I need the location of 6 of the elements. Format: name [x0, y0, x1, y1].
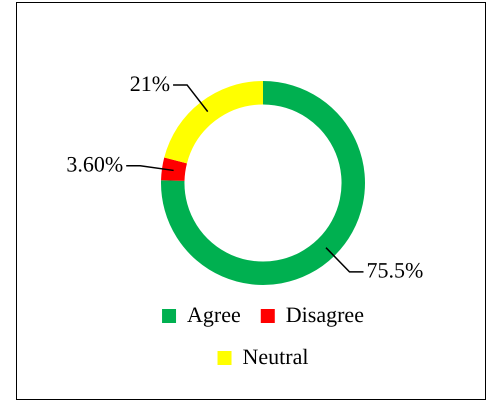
data-label: 21% — [130, 70, 170, 96]
legend-label: Neutral — [242, 344, 308, 369]
legend-label: Disagree — [286, 302, 364, 327]
legend-label: Agree — [187, 302, 241, 327]
data-label: 3.60% — [66, 152, 124, 177]
data-label: 75.5% — [366, 258, 424, 283]
